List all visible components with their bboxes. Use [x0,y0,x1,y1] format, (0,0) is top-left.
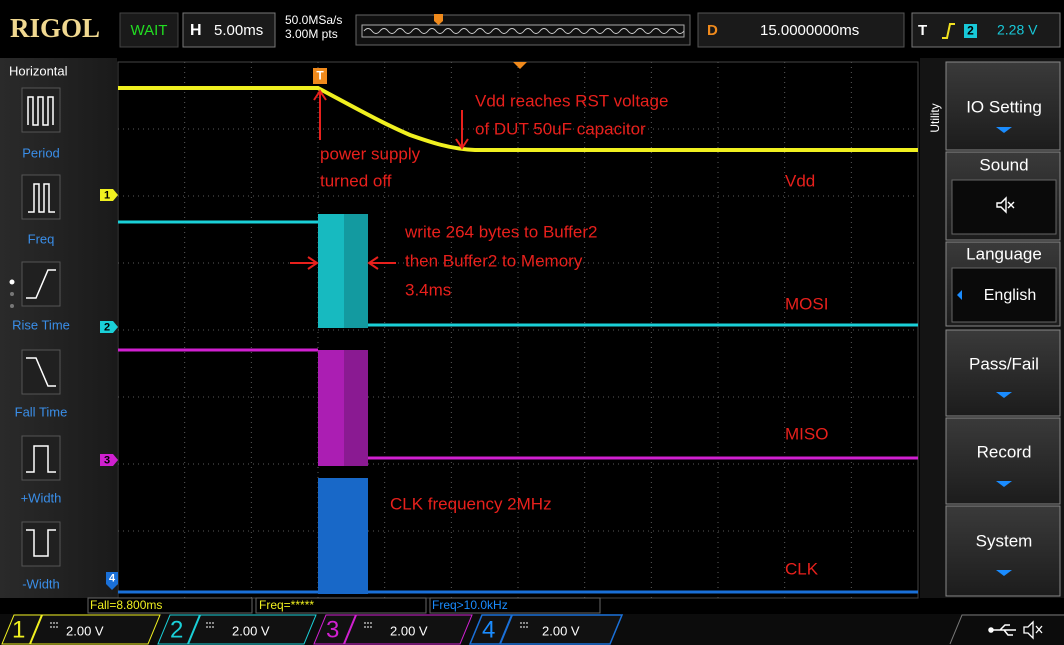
sample-rate: 50.0MSa/s [285,13,342,27]
menu-item: Rise Time [12,317,70,332]
annotation: turned off [320,171,392,190]
channel-scale: 2.00 V [232,623,270,638]
language-button[interactable]: Language English [946,242,1060,326]
body: { "top_bar": { "brand": "RIGOL", "status… [0,0,1064,645]
memory-depth: 3.00M pts [285,27,338,41]
button-value: English [984,287,1036,304]
trigger-label: T [918,22,927,39]
shape [989,628,993,632]
ch2-marker: 2 [104,321,110,333]
measurement-row: Fall=8.800ms Freq=***** Freq>10.0kHz [88,598,600,613]
fall-time-button[interactable]: Fall Time [15,350,68,419]
left-menu-title: Horizontal [9,63,68,78]
shape [22,350,60,394]
trigger-level: 2.28 V [997,22,1038,38]
annotation: write 264 bytes to Buffer2 [404,222,597,241]
channel-number: 2 [170,616,183,643]
delay-label: D [707,22,718,39]
channel-scale: 2.00 V [390,623,428,638]
channel-number: 4 [482,616,495,643]
status: WAIT [131,22,168,39]
system-button[interactable]: System [946,506,1060,596]
freq-button[interactable]: Freq [22,175,60,246]
oscilloscope-screen: RIGOL WAIT H 5.00ms 50.0MSa/s 3.00M pts … [0,0,1064,645]
shape [952,180,1056,234]
annotation: power supply [320,144,421,163]
channel-row: 1 2.00 V 2 2.00 V 3 2.00 V 4 2.00 V [0,614,1064,645]
menu-item: +Width [21,490,62,505]
page-dot [10,304,14,308]
brand: RIGOL [10,13,100,43]
channel-scale: 2.00 V [66,623,104,638]
pass-fail-button[interactable]: Pass/Fail [946,330,1060,416]
measurement: Freq=***** [259,598,314,612]
timebase: 5.00ms [214,22,263,39]
menu-item: Freq [28,231,55,246]
channel-scale: 2.00 V [542,623,580,638]
annotation: CLK [785,559,819,578]
shape [22,262,60,306]
button-label: Language [966,244,1042,263]
annotation: CLK frequency 2MHz [390,494,552,513]
measurement: Fall=8.800ms [90,598,162,612]
page-dot [10,292,14,296]
annotation: Vdd [785,171,815,190]
pos-width-button[interactable]: +Width [21,436,62,505]
page-dot [10,280,15,285]
button-label: Sound [979,155,1028,174]
menu-item: Fall Time [15,404,68,419]
right-menu-title: Utility [928,103,942,132]
annotation: Vdd reaches RST voltage [475,91,668,110]
annotation: MOSI [785,294,828,313]
button-label: IO Setting [966,97,1042,116]
memory-overview [356,15,690,45]
io-setting-button[interactable]: IO Setting [946,62,1060,150]
measurement: Freq>10.0kHz [432,598,508,612]
ch3-marker: 3 [104,454,110,466]
trigger-marker: T [316,69,324,83]
ch4-tab[interactable]: 4 2.00 V [470,615,622,644]
annotation: MISO [785,424,828,443]
trigger-source: 2 [967,24,974,38]
period-button[interactable]: Period [22,88,60,160]
ch4-marker: 4 [109,572,116,584]
trigger-box[interactable] [912,13,1060,47]
channel-number: 1 [12,616,25,643]
button-label: Pass/Fail [969,354,1039,373]
ch1-marker: 1 [104,189,110,201]
shape [946,506,1060,596]
annotation: then Buffer2 to Memory [405,251,583,270]
shape [22,436,60,480]
right-menu: Utility IO Setting Sound Language Englis… [920,58,1064,598]
top-bar: RIGOL WAIT H 5.00ms 50.0MSa/s 3.00M pts … [10,13,1060,47]
button-label: System [976,531,1033,550]
ch3-tab[interactable]: 3 2.00 V [314,615,472,644]
record-button[interactable]: Record [946,418,1060,504]
ch2-tab[interactable]: 2 2.00 V [158,615,316,644]
shape [22,522,60,566]
neg-width-button[interactable]: -Width [22,522,60,591]
ch1-tab[interactable]: 1 2.00 V [2,615,160,644]
ch3-burst-dense [318,350,344,466]
button-label: Record [977,442,1032,461]
ch2-burst-dense [318,214,344,328]
timebase-label: H [190,22,202,39]
channel-number: 3 [326,616,339,643]
menu-item: Period [22,145,60,160]
annotation: 3.4ms [405,280,451,299]
left-menu: Horizontal Period Freq Rise Time Fall Ti… [0,58,117,598]
annotation: of DUT 50uF capacitor [475,119,646,138]
ch4-burst [318,478,368,594]
sound-button[interactable]: Sound [946,152,1060,240]
menu-item: -Width [22,576,60,591]
delay: 15.0000000ms [760,22,859,39]
page: Oscilloscope screenshot html, body { mar… [0,0,1064,645]
graticule [118,62,918,598]
